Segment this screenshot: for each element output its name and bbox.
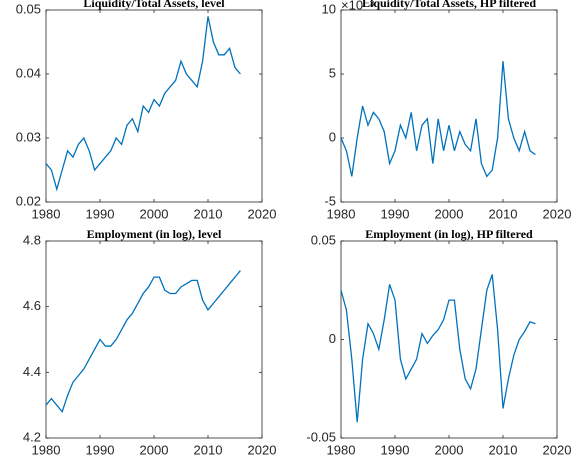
x-tick-label: 2020 xyxy=(248,442,277,457)
axes-box xyxy=(45,9,263,203)
data-line xyxy=(45,16,241,192)
x-tick-label: 2020 xyxy=(248,206,277,221)
x-tick-label: 2020 xyxy=(543,206,572,221)
y-tick-label: 4.2 xyxy=(23,429,41,444)
y-tick-label: 0.04 xyxy=(16,65,41,80)
y-tick-label: 10 xyxy=(322,1,336,16)
y-tick-label: 0.05 xyxy=(16,1,41,16)
x-tick-label: 1990 xyxy=(381,206,410,221)
y-tick-label: 0 xyxy=(329,331,336,346)
x-tick-label: 2020 xyxy=(543,442,572,457)
data-line xyxy=(45,270,241,414)
x-tick-label: 1980 xyxy=(32,442,61,457)
x-tick-label: 2010 xyxy=(194,442,223,457)
y-exponent: ×10⁻³ xyxy=(341,0,375,12)
y-tick-label: -0.05 xyxy=(306,429,336,444)
chart-title: Liquidity/Total Assets, HP filtered xyxy=(362,0,536,10)
x-tick-label: 1990 xyxy=(381,442,410,457)
chart-title: Employment (in log), level xyxy=(87,227,222,241)
y-tick-label: 5 xyxy=(329,65,336,80)
x-tick-label: 2010 xyxy=(489,206,518,221)
axes-box xyxy=(340,9,558,203)
x-tick-label: 2010 xyxy=(194,206,223,221)
y-tick-label: 0.02 xyxy=(16,193,41,208)
axes-box xyxy=(45,240,263,439)
axes-box xyxy=(340,240,558,439)
y-tick-label: -5 xyxy=(324,193,336,208)
x-tick-label: 1980 xyxy=(32,206,61,221)
x-tick-label: 1980 xyxy=(327,206,356,221)
y-tick-label: 4.4 xyxy=(23,364,41,379)
y-tick-label: 0.05 xyxy=(311,232,336,247)
x-tick-label: 2010 xyxy=(489,442,518,457)
y-tick-label: 4.6 xyxy=(23,298,41,313)
x-tick-label: 1990 xyxy=(86,206,115,221)
y-tick-label: 0.03 xyxy=(16,129,41,144)
data-line xyxy=(340,274,536,423)
x-tick-label: 2000 xyxy=(140,442,169,457)
y-tick-label: 4.8 xyxy=(23,232,41,247)
x-tick-label: 2000 xyxy=(140,206,169,221)
x-tick-label: 1980 xyxy=(327,442,356,457)
x-tick-label: 2000 xyxy=(435,442,464,457)
chart-title: Liquidity/Total Assets, level xyxy=(83,0,225,10)
data-line xyxy=(340,61,536,178)
x-tick-label: 2000 xyxy=(435,206,464,221)
x-tick-label: 1990 xyxy=(86,442,115,457)
chart-title: Employment (in log), HP filtered xyxy=(365,227,533,241)
y-tick-label: 0 xyxy=(329,129,336,144)
